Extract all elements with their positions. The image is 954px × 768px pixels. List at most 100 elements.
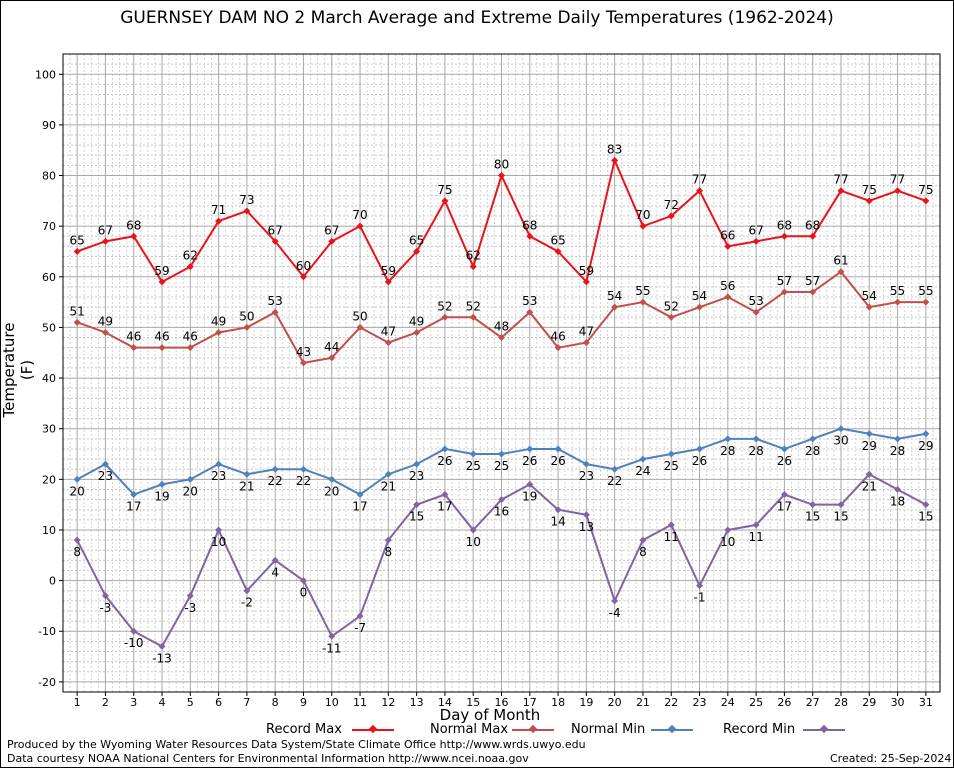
data-label: -3 bbox=[99, 601, 111, 615]
x-tick-label: 5 bbox=[187, 696, 194, 709]
data-point bbox=[384, 278, 392, 286]
data-point bbox=[186, 344, 194, 352]
data-point bbox=[809, 288, 817, 296]
data-point bbox=[611, 465, 619, 473]
data-label: 26 bbox=[437, 454, 452, 468]
data-label: 59 bbox=[154, 264, 169, 278]
data-label: 21 bbox=[239, 479, 254, 493]
data-label: 71 bbox=[211, 203, 226, 217]
data-point bbox=[299, 359, 307, 367]
data-label: 56 bbox=[720, 279, 735, 293]
series-layer bbox=[73, 156, 930, 650]
x-tick-label: 12 bbox=[381, 696, 395, 709]
data-label: 77 bbox=[890, 173, 905, 187]
data-point bbox=[724, 242, 732, 250]
data-point bbox=[73, 475, 81, 483]
data-label: 15 bbox=[409, 510, 424, 524]
data-point bbox=[724, 293, 732, 301]
data-point bbox=[469, 450, 477, 458]
data-point bbox=[299, 273, 307, 281]
x-tick-label: 29 bbox=[862, 696, 876, 709]
data-point bbox=[498, 496, 505, 504]
data-point bbox=[384, 536, 392, 544]
data-label: 10 bbox=[211, 535, 226, 549]
data-label: 26 bbox=[692, 454, 707, 468]
data-label: 54 bbox=[607, 289, 622, 303]
data-point bbox=[667, 450, 675, 458]
data-label: 67 bbox=[98, 223, 113, 237]
data-label: 70 bbox=[352, 208, 367, 222]
data-label: 65 bbox=[409, 233, 424, 247]
data-point bbox=[130, 491, 138, 499]
data-label: 46 bbox=[550, 330, 565, 344]
major-grid bbox=[63, 54, 940, 692]
data-point bbox=[696, 187, 704, 195]
data-label: 10 bbox=[466, 535, 481, 549]
data-point bbox=[469, 313, 477, 321]
data-point bbox=[215, 328, 223, 336]
data-label: 25 bbox=[466, 459, 481, 473]
x-tick-label: 26 bbox=[777, 696, 791, 709]
data-point bbox=[724, 526, 732, 534]
data-label: 72 bbox=[664, 198, 679, 212]
data-label: 59 bbox=[381, 264, 396, 278]
y-tick-label: -10 bbox=[38, 625, 56, 638]
data-label: 28 bbox=[805, 444, 820, 458]
footer-data-courtesy: Data courtesy NOAA National Centers for … bbox=[7, 752, 529, 765]
x-tick-label: 13 bbox=[410, 696, 424, 709]
data-label: 67 bbox=[268, 223, 283, 237]
data-point bbox=[271, 465, 279, 473]
data-point bbox=[73, 536, 81, 544]
data-label: -13 bbox=[152, 651, 172, 665]
data-label: 11 bbox=[664, 530, 679, 544]
x-tick-label: 27 bbox=[806, 696, 820, 709]
y-tick-label: 60 bbox=[42, 271, 56, 284]
data-label: 30 bbox=[833, 434, 848, 448]
data-point bbox=[582, 460, 590, 468]
data-point bbox=[328, 237, 336, 245]
x-tick-label: 25 bbox=[749, 696, 763, 709]
data-label: 48 bbox=[494, 320, 509, 334]
data-label: 46 bbox=[126, 330, 141, 344]
data-point bbox=[469, 526, 477, 534]
data-label: 23 bbox=[409, 469, 424, 483]
data-label: 66 bbox=[720, 228, 735, 242]
data-point bbox=[554, 445, 562, 453]
data-point bbox=[582, 278, 590, 286]
data-point bbox=[894, 187, 902, 195]
y-tick-label: 70 bbox=[42, 220, 56, 233]
data-label: 28 bbox=[720, 444, 735, 458]
data-label: 18 bbox=[890, 494, 905, 508]
y-axis-ticks: -20 -10 0 10 20 30 40 50 60 70 80 90 100 bbox=[35, 68, 63, 689]
data-point bbox=[299, 465, 307, 473]
data-point bbox=[158, 344, 166, 352]
data-point bbox=[101, 328, 109, 336]
data-point bbox=[186, 592, 194, 600]
data-point bbox=[441, 445, 449, 453]
data-label: 80 bbox=[494, 158, 509, 172]
data-point bbox=[696, 303, 704, 311]
data-point bbox=[865, 197, 873, 205]
data-label: 68 bbox=[126, 218, 141, 232]
data-point bbox=[894, 485, 902, 493]
data-point bbox=[299, 577, 307, 585]
data-point bbox=[328, 632, 336, 640]
data-point bbox=[186, 263, 194, 271]
data-point bbox=[780, 491, 788, 499]
x-tick-label: 14 bbox=[438, 696, 452, 709]
data-label: 55 bbox=[918, 284, 933, 298]
data-label: 77 bbox=[692, 173, 707, 187]
x-tick-label: 21 bbox=[636, 696, 650, 709]
data-label: 67 bbox=[748, 223, 763, 237]
data-label: 68 bbox=[777, 218, 792, 232]
data-point bbox=[611, 303, 619, 311]
x-tick-label: 11 bbox=[353, 696, 367, 709]
data-label: 50 bbox=[352, 309, 367, 323]
data-point bbox=[639, 536, 647, 544]
data-label: 28 bbox=[748, 444, 763, 458]
data-point bbox=[413, 328, 421, 336]
data-label: 53 bbox=[268, 294, 283, 308]
data-point bbox=[356, 491, 364, 499]
data-point bbox=[639, 298, 647, 306]
data-point bbox=[356, 222, 364, 230]
